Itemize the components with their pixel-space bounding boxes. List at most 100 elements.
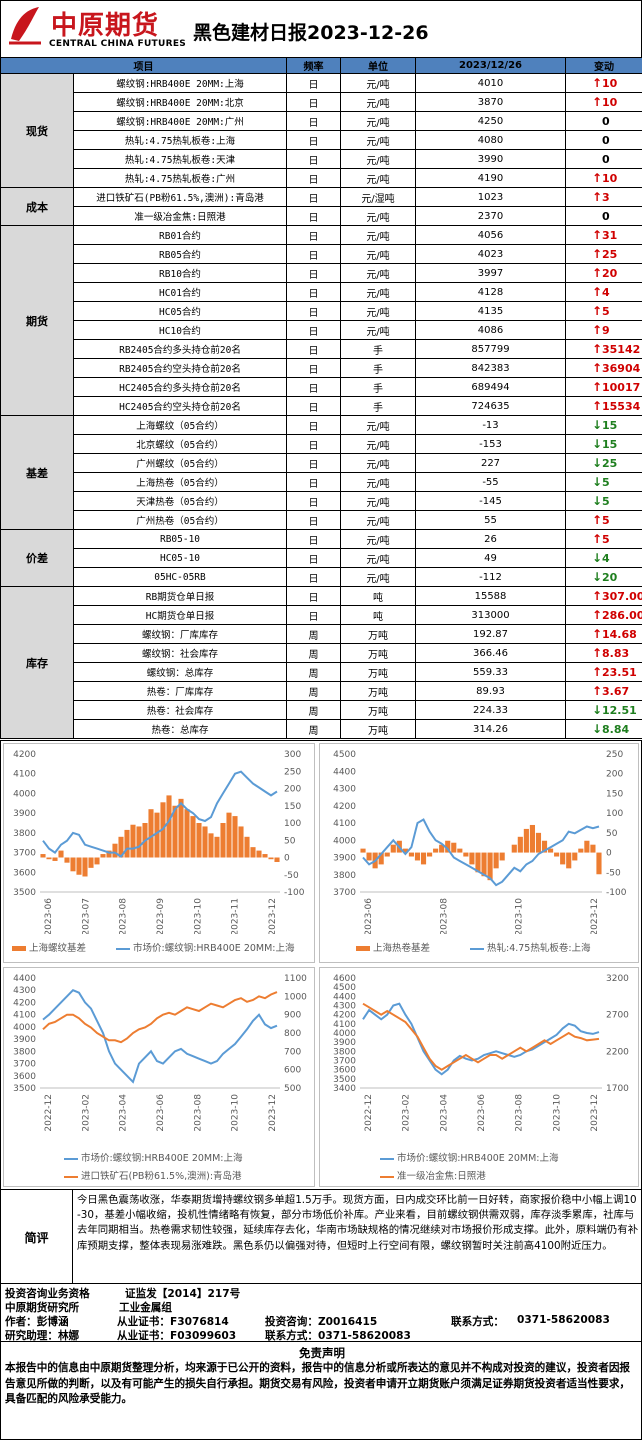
price-line (42, 770, 278, 858)
disclaimer-section: 免责声明 本报告中的信息由中原期货整理分析，均来源于已公开的资料，报告中的信息分… (0, 1342, 642, 1440)
value-cell: 89.93 (415, 681, 566, 701)
change-cell: ↑25 (565, 244, 642, 264)
category-cell: 价差 (0, 529, 74, 587)
freq-cell: 日 (286, 168, 341, 188)
unit-cell: 元/吨 (340, 244, 416, 264)
change-value: 14.68 (602, 628, 637, 641)
basis-bar (46, 857, 52, 860)
change-value: 20 (602, 571, 618, 584)
basis-bar (256, 850, 262, 858)
value-cell: 15588 (415, 586, 566, 606)
change-value: 20 (602, 267, 618, 280)
right-tick-label: 600 (284, 1066, 301, 1076)
basis-bar (106, 850, 112, 858)
item-cell: RB05-10 (73, 529, 287, 549)
basis-bar (196, 823, 202, 858)
change-cell: ↑36904 (565, 358, 642, 378)
change-value: 36904 (602, 362, 641, 375)
item-cell: 螺纹钢：社会库存 (73, 643, 287, 663)
basis-bar (433, 848, 439, 853)
basis-bar (274, 857, 280, 862)
unit-cell: 元/吨 (340, 415, 416, 435)
unit-cell: 元/吨 (340, 320, 416, 340)
change-value: 3 (602, 191, 610, 204)
change-cell: ↑20 (565, 263, 642, 283)
change-cell: ↑9 (565, 320, 642, 340)
left-tick-label: 3400 (333, 1084, 356, 1094)
arrow-up-icon: ↑ (592, 589, 603, 603)
x-tick-label: 2023-06 (477, 1094, 487, 1132)
basis-bar (390, 844, 396, 853)
arrow-up-icon: ↑ (592, 684, 603, 698)
arrow-up-icon: ↑ (592, 342, 603, 356)
table-row: 螺纹钢：总库存周万吨 559.33 ↑23.51 (1, 662, 642, 682)
value-cell: 3870 (415, 92, 566, 112)
col-header-freq: 频率 (286, 57, 341, 74)
right-tick-label: 800 (284, 1029, 301, 1039)
change-cell: ↑23.51 (565, 662, 642, 682)
item-cell: 准一级冶金焦:日照港 (73, 206, 287, 226)
right-tick-label: 100 (606, 809, 623, 819)
change-value: 25 (602, 457, 618, 470)
table-row: 热轧:4.75热轧板卷:上海日元/吨 4080 0 (1, 130, 642, 150)
item-cell: HC期货仓单日报 (73, 605, 287, 625)
basis-bar (124, 829, 130, 858)
item-cell: 上海热卷（05合约） (73, 472, 287, 492)
freq-cell: 日 (286, 605, 341, 625)
basis-bar (523, 828, 529, 853)
right-tick-label: -100 (284, 888, 305, 898)
change-cell: ↑307.00 (565, 586, 642, 606)
basis-bar (172, 805, 178, 858)
x-tick-label: 2023-04 (439, 1094, 449, 1132)
right-tick-label: 100 (284, 819, 301, 829)
left-tick-label: 3500 (13, 1084, 36, 1094)
freq-cell: 日 (286, 244, 341, 264)
contact-label: 联系方式： (451, 1316, 504, 1328)
basis-bar (76, 857, 82, 875)
basis-bar (487, 852, 493, 881)
legend-swatch-orange (64, 1175, 78, 1178)
unit-cell: 元/吨 (340, 548, 416, 568)
legend-label: 市场价:螺纹钢:HRB400E 20MM:上海 (397, 1153, 559, 1164)
basis-bar (596, 852, 602, 875)
item-cell: HC2405合约空头持仓前20名 (73, 396, 287, 416)
basis-bar (82, 857, 88, 877)
value-cell: 842383 (415, 358, 566, 378)
arrow-up-icon: ↑ (592, 95, 603, 109)
unit-cell: 万吨 (340, 643, 416, 663)
unit-cell: 元/吨 (340, 434, 416, 454)
right-tick-label: 150 (284, 802, 301, 812)
change-value: 15534 (602, 400, 641, 413)
change-cell: 0 (565, 206, 642, 226)
table-row: 螺纹钢:HRB400E 20MM:广州日元/吨 4250 0 (1, 111, 642, 131)
item-cell: RB05合约 (73, 244, 287, 264)
legend-item: 市场价:螺纹钢:HRB400E 20MM:上海 (116, 940, 295, 954)
item-cell: 热轧:4.75热轧板卷:上海 (73, 130, 287, 150)
x-tick-label: 2023-11 (231, 898, 241, 934)
basis-bar (226, 812, 232, 858)
category-cell: 基差 (0, 415, 74, 530)
left-tick-label: 4100 (333, 819, 356, 829)
right-tick-label: 150 (606, 789, 623, 799)
freq-cell: 日 (286, 111, 341, 131)
left-tick-label: 3800 (13, 829, 36, 839)
item-cell: 进口铁矿石(PB粉61.5%,澳洲):青岛港 (73, 187, 287, 207)
left-tick-label: 4200 (13, 998, 36, 1008)
freq-cell: 日 (286, 510, 341, 530)
price-line (362, 1002, 600, 1076)
data-table: 项目 频率 单位 2023/12/26 变动 现货 螺纹钢:HRB400E 20M… (0, 57, 642, 739)
value-cell: 313000 (415, 605, 566, 625)
arrow-up-icon: ↑ (592, 323, 603, 337)
left-tick-label: 4300 (13, 986, 36, 996)
basis-bar (584, 840, 590, 853)
change-cell: 0 (565, 130, 642, 150)
change-value: 25 (602, 248, 618, 261)
x-tick-label: 2023-12 (590, 898, 600, 934)
unit-cell: 手 (340, 358, 416, 378)
value-cell: 227 (415, 453, 566, 473)
unit-cell: 元/吨 (340, 130, 416, 150)
change-value: 10 (602, 96, 618, 109)
legend-item: 准一级冶金焦:日照港 (380, 1168, 486, 1182)
change-value: 15 (602, 419, 618, 432)
change-cell: ↑4 (565, 282, 642, 302)
